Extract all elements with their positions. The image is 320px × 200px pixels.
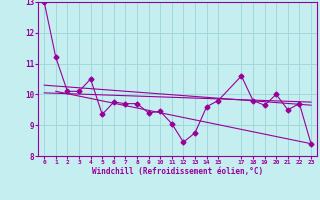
X-axis label: Windchill (Refroidissement éolien,°C): Windchill (Refroidissement éolien,°C): [92, 167, 263, 176]
